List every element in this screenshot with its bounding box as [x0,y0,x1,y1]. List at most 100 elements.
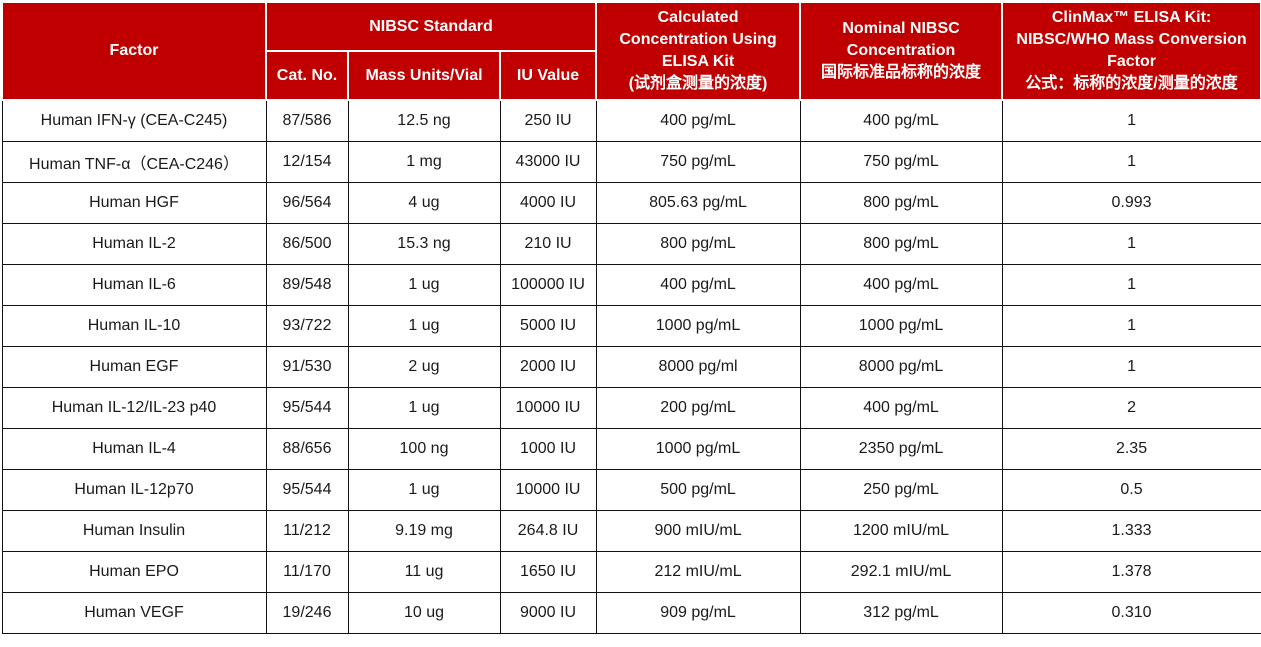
cell-nominal: 800 pg/mL [799,182,1003,224]
cell-calculated: 805.63 pg/mL [595,182,801,224]
cell-conversion: 1 [1001,99,1261,142]
table-row: Human IFN-γ (CEA-C245) 87/586 12.5 ng 25… [1,99,1261,142]
table-row: Human VEGF 19/246 10 ug 9000 IU 909 pg/m… [1,592,1261,634]
cell-mass: 10 ug [347,592,501,634]
cell-conversion: 2 [1001,387,1261,429]
cell-mass: 1 ug [347,305,501,347]
cell-nominal: 1000 pg/mL [799,305,1003,347]
table-body: Human IFN-γ (CEA-C245) 87/586 12.5 ng 25… [1,99,1261,634]
cell-mass: 11 ug [347,551,501,593]
table-row: Human IL-12p70 95/544 1 ug 10000 IU 500 … [1,469,1261,511]
table-row: Human IL-10 93/722 1 ug 5000 IU 1000 pg/… [1,305,1261,347]
cell-mass: 9.19 mg [347,510,501,552]
header-factor-line4: 公式：标称的浓度/测量的浓度 [1025,75,1238,92]
cell-factor: Human TNF-α（CEA-C246） [1,141,267,183]
cell-cat-no: 11/212 [265,510,349,552]
table-row: Human IL-12/IL-23 p40 95/544 1 ug 10000 … [1,387,1261,429]
cell-calculated: 400 pg/mL [595,99,801,142]
cell-iu: 1000 IU [499,428,597,470]
cell-iu: 10000 IU [499,469,597,511]
cell-calculated: 500 pg/mL [595,469,801,511]
cell-conversion: 1 [1001,346,1261,388]
header-calc-line2: Concentration Using [619,31,777,48]
cell-nominal: 400 pg/mL [799,264,1003,306]
header-iu-value: IU Value [498,50,598,101]
cell-calculated: 800 pg/mL [595,223,801,265]
cell-conversion: 1 [1001,141,1261,183]
cell-nominal: 250 pg/mL [799,469,1003,511]
cell-cat-no: 95/544 [265,469,349,511]
table-row: Human TNF-α（CEA-C246） 12/154 1 mg 43000 … [1,141,1261,183]
cell-mass: 4 ug [347,182,501,224]
cell-calculated: 8000 pg/ml [595,346,801,388]
cell-calculated: 1000 pg/mL [595,428,801,470]
cell-iu: 100000 IU [499,264,597,306]
header-conversion-factor: ClinMax™ ELISA Kit: NIBSC/WHO Mass Conve… [1001,1,1261,101]
cell-mass: 1 ug [347,387,501,429]
cell-mass: 100 ng [347,428,501,470]
cell-calculated: 900 mIU/mL [595,510,801,552]
table-row: Human IL-4 88/656 100 ng 1000 IU 1000 pg… [1,428,1261,470]
cell-nominal: 400 pg/mL [799,99,1003,142]
cell-factor: Human Insulin [1,510,267,552]
cell-factor: Human IL-4 [1,428,267,470]
cell-iu: 10000 IU [499,387,597,429]
cell-conversion: 1 [1001,305,1261,347]
cell-calculated: 212 mIU/mL [595,551,801,593]
cell-mass: 15.3 ng [347,223,501,265]
cell-factor: Human IFN-γ (CEA-C245) [1,99,267,142]
cell-factor: Human IL-10 [1,305,267,347]
cell-conversion: 1.378 [1001,551,1261,593]
table-row: Human IL-2 86/500 15.3 ng 210 IU 800 pg/… [1,223,1261,265]
table-row: Human EPO 11/170 11 ug 1650 IU 212 mIU/m… [1,551,1261,593]
header-mass-units: Mass Units/Vial [347,50,501,101]
cell-cat-no: 87/586 [265,99,349,142]
cell-mass: 2 ug [347,346,501,388]
header-nominal-line3: 国际标准品标称的浓度 [821,64,982,81]
cell-mass: 12.5 ng [347,99,501,142]
cell-mass: 1 mg [347,141,501,183]
cell-iu: 250 IU [499,99,597,142]
cell-factor: Human EPO [1,551,267,593]
cell-cat-no: 12/154 [265,141,349,183]
header-cat-no: Cat. No. [265,50,349,101]
table-row: Human EGF 91/530 2 ug 2000 IU 8000 pg/ml… [1,346,1261,388]
cell-nominal: 312 pg/mL [799,592,1003,634]
cell-conversion: 1 [1001,264,1261,306]
header-nominal-concentration: Nominal NIBSC Concentration 国际标准品标称的浓度 [799,1,1004,101]
header-nominal-line2: Concentration [846,42,956,59]
cell-nominal: 400 pg/mL [799,387,1003,429]
cell-calculated: 750 pg/mL [595,141,801,183]
cell-calculated: 1000 pg/mL [595,305,801,347]
header-factor: Factor [1,1,267,101]
cell-iu: 4000 IU [499,182,597,224]
cell-calculated: 909 pg/mL [595,592,801,634]
cell-iu: 9000 IU [499,592,597,634]
cell-conversion: 0.5 [1001,469,1261,511]
table-row: Human HGF 96/564 4 ug 4000 IU 805.63 pg/… [1,182,1261,224]
cell-mass: 1 ug [347,264,501,306]
cell-cat-no: 95/544 [265,387,349,429]
cell-cat-no: 93/722 [265,305,349,347]
cell-factor: Human EGF [1,346,267,388]
cell-factor: Human IL-2 [1,223,267,265]
cell-cat-no: 96/564 [265,182,349,224]
header-nibsc-standard: NIBSC Standard [264,1,598,52]
cell-iu: 43000 IU [499,141,597,183]
header-calc-line3: ELISA Kit [661,53,735,70]
cell-cat-no: 86/500 [265,223,349,265]
cell-cat-no: 91/530 [265,346,349,388]
table-header: Factor NIBSC Standard Calculated Concent… [1,1,1261,101]
header-nominal-line1: Nominal NIBSC [842,20,960,37]
cell-conversion: 0.310 [1001,592,1261,634]
cell-iu: 2000 IU [499,346,597,388]
cell-factor: Human HGF [1,182,267,224]
cell-nominal: 750 pg/mL [799,141,1003,183]
table-row: Human Insulin 11/212 9.19 mg 264.8 IU 90… [1,510,1261,552]
cell-conversion: 1 [1001,223,1261,265]
table-row: Human IL-6 89/548 1 ug 100000 IU 400 pg/… [1,264,1261,306]
cell-cat-no: 88/656 [265,428,349,470]
cell-calculated: 400 pg/mL [595,264,801,306]
cell-nominal: 8000 pg/mL [799,346,1003,388]
cell-factor: Human IL-12/IL-23 p40 [1,387,267,429]
